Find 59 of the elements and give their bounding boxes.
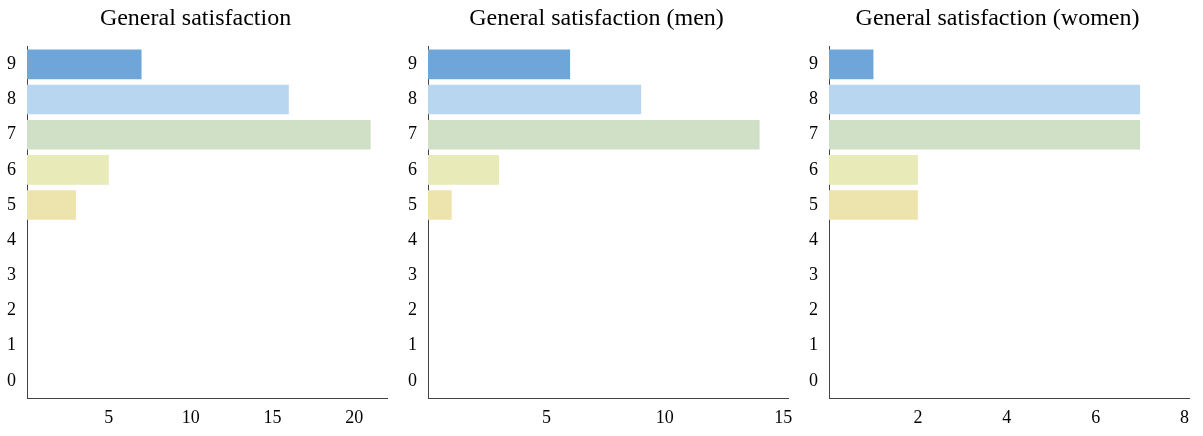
y-tick-label: 7	[809, 123, 818, 144]
y-tick-label: 2	[809, 299, 818, 320]
y-tick-label: 4	[809, 228, 818, 249]
y-tick-label: 9	[7, 53, 16, 74]
x-tick-label: 6	[1091, 406, 1101, 427]
bar	[829, 119, 1141, 150]
bar	[27, 155, 109, 185]
bar	[829, 49, 874, 80]
x-tick-label: 15	[263, 406, 282, 427]
y-tick-label: 1	[408, 334, 417, 355]
x-tick-label: 5	[541, 406, 551, 427]
y-tick-label: 6	[809, 158, 818, 179]
bar	[829, 84, 1141, 115]
y-tick-label: 2	[408, 299, 417, 320]
x-tick-label: 5	[104, 406, 114, 427]
bar	[428, 155, 500, 185]
chart-title: General satisfaction	[99, 3, 292, 30]
y-tick-label: 6	[7, 158, 16, 179]
y-tick-label: 8	[809, 88, 818, 109]
bar	[27, 49, 142, 80]
y-tick-label: 5	[7, 193, 16, 214]
chart-title: General satisfaction (men)	[469, 3, 724, 30]
y-tick-label: 8	[7, 88, 16, 109]
bar	[27, 190, 77, 220]
y-tick-label: 6	[408, 158, 417, 179]
y-tick-label: 1	[7, 334, 16, 355]
y-tick-label: 0	[809, 369, 818, 390]
bar	[829, 155, 918, 185]
x-tick-label: 15	[774, 406, 793, 427]
y-tick-label: 4	[408, 228, 417, 249]
x-tick-label: 10	[181, 406, 200, 427]
chart-title: General satisfaction (women)	[855, 3, 1140, 30]
bar	[428, 49, 571, 80]
y-tick-label: 5	[408, 193, 417, 214]
x-tick-label: 2	[913, 406, 923, 427]
y-tick-label: 4	[7, 228, 16, 249]
x-tick-label: 20	[345, 406, 364, 427]
bar	[428, 190, 452, 220]
bar	[829, 190, 918, 220]
y-tick-label: 1	[809, 334, 818, 355]
y-tick-label: 3	[809, 264, 818, 285]
bar	[428, 119, 760, 150]
x-tick-label: 10	[655, 406, 674, 427]
y-tick-label: 0	[408, 369, 417, 390]
y-tick-label: 5	[809, 193, 818, 214]
y-tick-label: 0	[7, 369, 16, 390]
y-tick-label: 9	[809, 53, 818, 74]
x-tick-label: 4	[1002, 406, 1012, 427]
bar	[27, 84, 289, 115]
y-tick-label: 2	[7, 299, 16, 320]
x-tick-label: 8	[1180, 406, 1190, 427]
y-tick-label: 7	[408, 123, 417, 144]
y-tick-label: 3	[408, 264, 417, 285]
y-tick-label: 7	[7, 123, 16, 144]
bar	[27, 119, 371, 150]
y-tick-label: 9	[408, 53, 417, 74]
y-tick-label: 3	[7, 264, 16, 285]
y-tick-label: 8	[408, 88, 417, 109]
bar	[428, 84, 642, 115]
